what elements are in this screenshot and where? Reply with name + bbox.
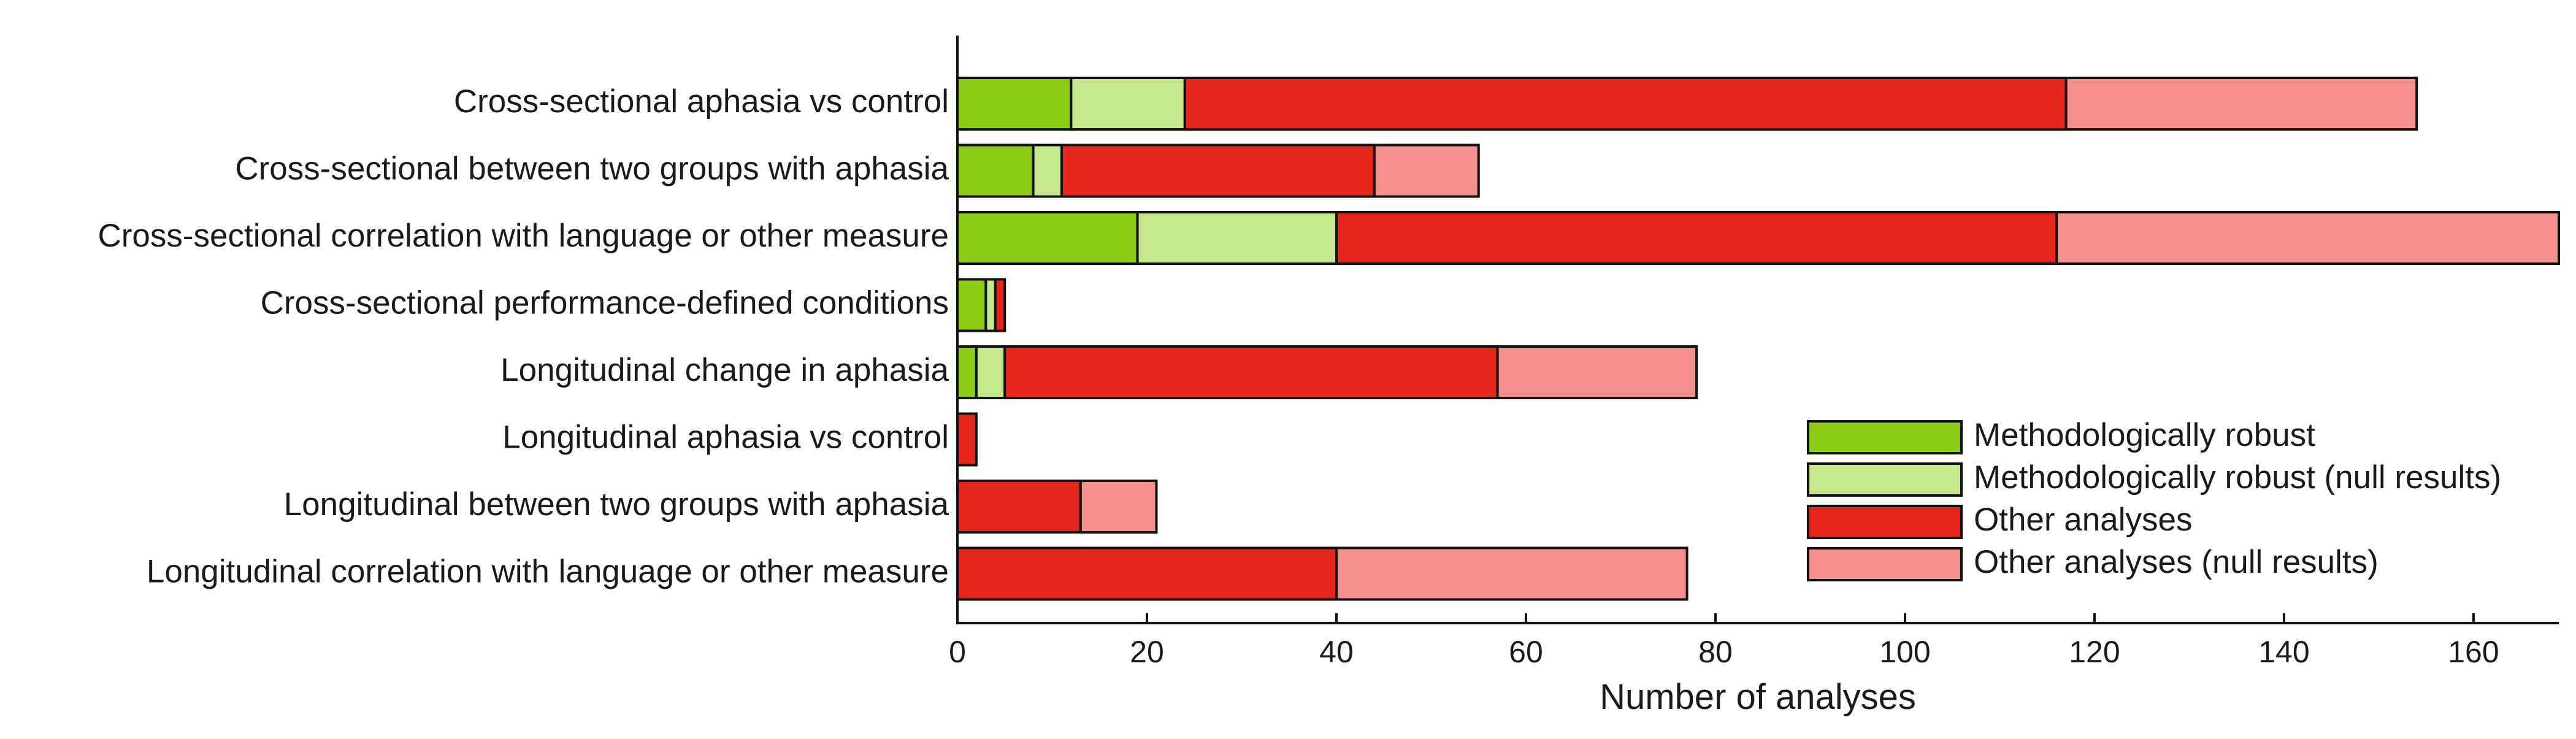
x-tick-label-20: 20 — [1130, 635, 1164, 669]
bar-longitudinal-between-two-groups-with-aphasia-other-analyses-null-results — [1079, 480, 1158, 534]
bar-cross-sectional-aphasia-vs-control-other-analyses — [1183, 77, 2068, 131]
x-tick-label-40: 40 — [1319, 635, 1354, 669]
bar-cross-sectional-correlation-with-language-or-other-measure-other-analyses — [1335, 211, 2058, 265]
bar-longitudinal-change-in-aphasia-methodologically-robust — [956, 345, 978, 399]
x-tick-label-100: 100 — [1879, 635, 1930, 669]
bar-cross-sectional-correlation-with-language-or-other-measure-methodologically-robust — [956, 211, 1139, 265]
category-label-longitudinal-correlation-with-language-or-other-measure: Longitudinal correlation with language o… — [147, 554, 949, 590]
bar-longitudinal-change-in-aphasia-other-analyses — [1003, 345, 1499, 399]
category-label-cross-sectional-correlation-with-language-or-other-measure: Cross-sectional correlation with languag… — [98, 218, 949, 254]
x-axis-title: Number of analyses — [1600, 677, 1916, 717]
bar-longitudinal-change-in-aphasia-methodologically-robust-null-results — [975, 345, 1006, 399]
category-label-longitudinal-between-two-groups-with-aphasia: Longitudinal between two groups with aph… — [284, 486, 949, 523]
x-tick-label-60: 60 — [1509, 635, 1543, 669]
bar-cross-sectional-aphasia-vs-control-methodologically-robust — [956, 77, 1073, 131]
bar-cross-sectional-aphasia-vs-control-methodologically-robust-null-results — [1070, 77, 1186, 131]
category-label-longitudinal-aphasia-vs-control: Longitudinal aphasia vs control — [502, 419, 949, 456]
bar-cross-sectional-correlation-with-language-or-other-measure-methodologically-robust-null-results — [1136, 211, 1338, 265]
bar-cross-sectional-between-two-groups-with-aphasia-other-analyses — [1060, 144, 1376, 198]
bar-cross-sectional-correlation-with-language-or-other-measure-other-analyses-null-results — [2055, 211, 2561, 265]
bar-cross-sectional-performance-defined-conditions-methodologically-robust — [956, 278, 987, 332]
x-tick-label-0: 0 — [949, 635, 966, 669]
legend: Methodologically robust Methodologically … — [1807, 417, 2501, 581]
bar-longitudinal-change-in-aphasia-other-analyses-null-results — [1496, 345, 1698, 399]
legend-swatch-methodologically-robust — [1807, 420, 1963, 454]
bar-longitudinal-correlation-with-language-or-other-measure-other-analyses — [956, 546, 1338, 601]
bar-cross-sectional-between-two-groups-with-aphasia-other-analyses-null-results — [1373, 144, 1480, 198]
legend-label-other-analyses-null-results: Other analyses (null results) — [1974, 544, 2379, 580]
bar-longitudinal-aphasia-vs-control-other-analyses — [956, 412, 978, 467]
bar-cross-sectional-performance-defined-conditions-methodologically-robust-null-results — [984, 278, 997, 332]
bar-cross-sectional-between-two-groups-with-aphasia-methodologically-robust — [956, 144, 1035, 198]
category-label-cross-sectional-between-two-groups-with-aphasia: Cross-sectional between two groups with … — [235, 151, 949, 187]
category-label-longitudinal-change-in-aphasia: Longitudinal change in aphasia — [500, 352, 949, 388]
bar-longitudinal-between-two-groups-with-aphasia-other-analyses — [956, 480, 1082, 534]
legend-swatch-methodologically-robust-null-results — [1807, 462, 1963, 497]
bar-cross-sectional-aphasia-vs-control-other-analyses-null-results — [2064, 77, 2418, 131]
legend-label-other-analyses: Other analyses — [1974, 502, 2192, 538]
category-label-cross-sectional-aphasia-vs-control: Cross-sectional aphasia vs control — [454, 83, 949, 120]
legend-label-methodologically-robust-null-results: Methodologically robust (null results) — [1974, 459, 2501, 496]
bars-layer — [956, 77, 2561, 601]
legend-label-methodologically-robust: Methodologically robust — [1974, 417, 2315, 453]
bar-cross-sectional-performance-defined-conditions-other-analyses — [994, 278, 1006, 332]
bar-cross-sectional-between-two-groups-with-aphasia-methodologically-robust-null-results — [1032, 144, 1063, 198]
legend-swatch-other-analyses — [1807, 505, 1963, 539]
category-label-cross-sectional-performance-defined-conditions: Cross-sectional performance-defined cond… — [261, 285, 949, 321]
x-tick-label-120: 120 — [2069, 635, 2120, 669]
axis-layer: Cross-sectional aphasia vs control Cross-… — [98, 36, 2559, 717]
x-tick-label-140: 140 — [2258, 635, 2309, 669]
legend-swatch-other-analyses-null-results — [1807, 547, 1963, 581]
x-tick-label-160: 160 — [2448, 635, 2499, 669]
x-tick-label-80: 80 — [1698, 635, 1733, 669]
bar-longitudinal-correlation-with-language-or-other-measure-other-analyses-null-results — [1335, 546, 1689, 601]
